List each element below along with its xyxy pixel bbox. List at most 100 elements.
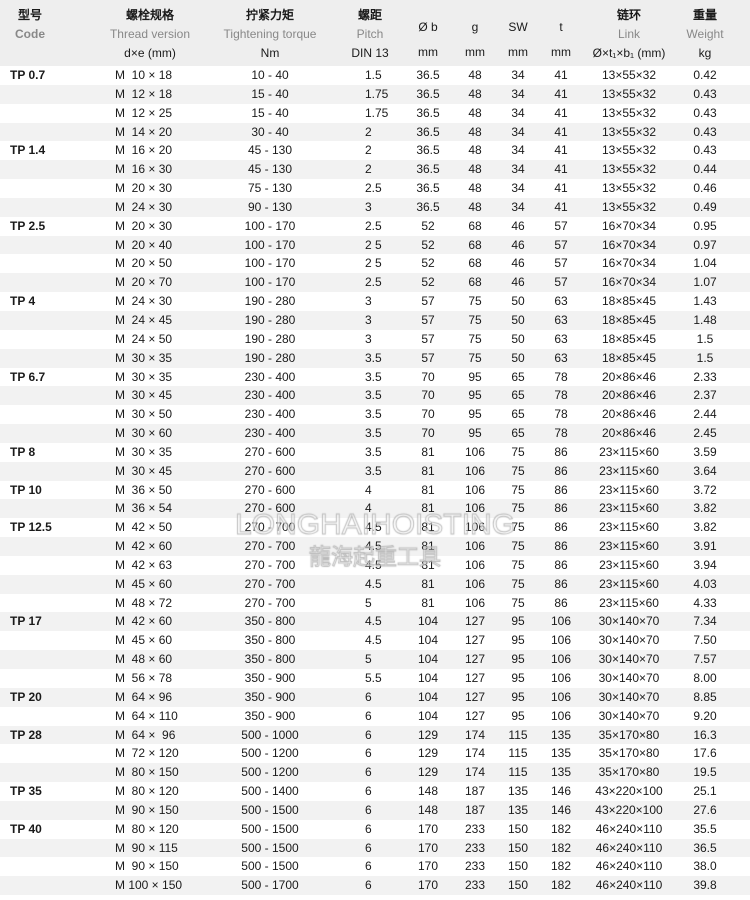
table-row: TP 28 M 64 × 96 500 - 1000 6 129 174 115 135 35×… — [0, 725, 750, 745]
cell-thread: M 45 × 60 — [115, 633, 173, 648]
cell-thread: M 45 × 60 — [115, 576, 173, 591]
cell-thread: M 42 × 60 — [115, 539, 173, 554]
cell-pitch: 6 — [365, 784, 372, 799]
cell-ob: 81 — [421, 501, 435, 516]
cell-link: 30×140×70 — [598, 652, 660, 667]
cell-weight: 2.37 — [693, 388, 717, 403]
cell-torque: 100 - 170 — [244, 275, 296, 290]
cell-sw: 46 — [511, 275, 525, 290]
cell-t: 135 — [550, 727, 572, 742]
cell-sw: 135 — [507, 784, 529, 799]
header-thread: 螺栓规格 Thread version d×e (mm) — [95, 6, 205, 63]
cell-pitch: 2 — [365, 162, 372, 177]
header-sw-unit: mm — [508, 45, 528, 59]
cell-t: 63 — [554, 350, 568, 365]
cell-pitch: 6 — [365, 840, 372, 855]
table-row: TP 1.4 M 16 × 20 45 - 130 2 36.5 48 34 41 13×55×… — [0, 141, 750, 160]
cell-t: 57 — [554, 256, 568, 271]
cell-g: 68 — [468, 218, 482, 233]
cell-g: 106 — [464, 557, 486, 572]
cell-thread: M 36 × 54 — [115, 501, 173, 516]
cell-g: 127 — [464, 652, 486, 667]
cell-link: 18×85×45 — [601, 331, 657, 346]
cell-g: 48 — [468, 199, 482, 214]
cell-torque: 15 - 40 — [251, 86, 289, 101]
cell-thread: M 30 × 50 — [115, 407, 173, 422]
cell-pitch: 6 — [365, 746, 372, 761]
cell-pitch: 4.5 — [365, 557, 382, 572]
cell-pitch: 2 5 — [365, 256, 382, 271]
header-sw: SW mm — [498, 18, 538, 62]
table-header: 型号 Code 螺栓规格 Thread version d×e (mm) 拧紧力… — [0, 0, 750, 66]
cell-t: 78 — [554, 426, 568, 441]
cell-ob: 129 — [417, 727, 439, 742]
cell-g: 106 — [464, 482, 486, 497]
cell-sw: 75 — [511, 501, 525, 516]
cell-sw: 75 — [511, 576, 525, 591]
cell-g: 106 — [464, 444, 486, 459]
cell-sw: 65 — [511, 369, 525, 384]
header-g-label: g — [471, 20, 479, 34]
cell-link: 30×140×70 — [598, 633, 660, 648]
cell-torque: 350 - 800 — [244, 652, 296, 667]
cell-weight: 0.43 — [693, 124, 717, 139]
cell-weight: 16.3 — [693, 727, 717, 742]
cell-ob: 81 — [421, 539, 435, 554]
cell-link: 20×86×46 — [601, 369, 657, 384]
cell-torque: 350 - 800 — [244, 614, 296, 629]
cell-code: TP 20 — [10, 689, 42, 704]
cell-ob: 36.5 — [416, 143, 440, 158]
cell-torque: 100 - 170 — [244, 218, 296, 233]
cell-torque: 500 - 1500 — [241, 802, 299, 817]
cell-weight: 1.04 — [693, 256, 717, 271]
cell-ob: 57 — [421, 331, 435, 346]
cell-weight: 39.8 — [693, 878, 717, 893]
cell-link: 23×115×60 — [599, 595, 659, 610]
cell-weight: 2.45 — [693, 426, 717, 441]
cell-sw: 34 — [511, 124, 525, 139]
cell-weight: 1.07 — [693, 275, 717, 290]
cell-thread: M 10 × 18 — [115, 68, 173, 82]
cell-thread: M 64 × 96 — [115, 727, 176, 742]
cell-g: 187 — [464, 784, 486, 799]
cell-ob: 104 — [417, 652, 439, 667]
cell-torque: 350 - 800 — [244, 633, 296, 648]
header-weight-zh: 重量 — [692, 8, 717, 22]
cell-ob: 81 — [421, 482, 435, 497]
header-pitch: 螺距 Pitch DIN 13 — [340, 6, 400, 63]
cell-sw: 34 — [511, 105, 525, 120]
cell-weight: 1.48 — [693, 312, 717, 327]
cell-torque: 15 - 40 — [251, 105, 289, 120]
header-code: 型号 Code — [0, 6, 60, 44]
cell-weight: 3.91 — [693, 539, 717, 554]
cell-link: 35×170×80 — [598, 727, 660, 742]
cell-g: 68 — [468, 256, 482, 271]
cell-torque: 190 - 280 — [244, 312, 296, 327]
cell-t: 57 — [554, 275, 568, 290]
header-weight: 重量 Weight kg — [680, 6, 730, 63]
cell-thread: M 14 × 20 — [115, 124, 173, 139]
cell-torque: 45 - 130 — [247, 162, 293, 177]
cell-ob: 70 — [421, 388, 435, 403]
cell-sw: 34 — [511, 162, 525, 177]
cell-link: 23×115×60 — [599, 539, 659, 554]
header-torque-en: Tightening torque — [223, 27, 317, 41]
cell-torque: 30 - 40 — [251, 124, 289, 139]
cell-torque: 500 - 1200 — [241, 765, 299, 780]
cell-torque: 500 - 1500 — [241, 821, 299, 836]
cell-sw: 46 — [511, 256, 525, 271]
cell-link: 13×55×32 — [601, 181, 657, 196]
table-row: M 24 × 45 190 - 280 3 57 75 50 63 18×85×45 1.48 — [0, 310, 750, 330]
cell-code: TP 0.7 — [10, 68, 46, 82]
cell-torque: 350 - 900 — [244, 671, 296, 685]
table-row: M 48 × 72 270 - 700 5 81 106 75 86 23×115×60 4.3… — [0, 594, 750, 613]
cell-weight: 3.64 — [693, 463, 717, 478]
cell-g: 48 — [468, 181, 482, 196]
cell-torque: 270 - 700 — [244, 520, 296, 535]
cell-sw: 34 — [511, 199, 525, 214]
cell-weight: 35.5 — [693, 821, 717, 836]
cell-thread: M 42 × 60 — [115, 614, 173, 629]
cell-ob: 36.5 — [416, 68, 440, 82]
table-row: M 20 × 30 75 - 130 2.5 36.5 48 34 41 13×55×32 0.… — [0, 179, 750, 198]
cell-link: 35×170×80 — [598, 746, 660, 761]
